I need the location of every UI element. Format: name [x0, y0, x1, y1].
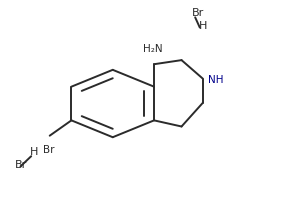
Text: NH: NH — [208, 74, 223, 84]
Text: Br: Br — [15, 159, 27, 169]
Text: Br: Br — [192, 8, 204, 18]
Text: H: H — [199, 21, 207, 31]
Text: Br: Br — [43, 144, 54, 154]
Text: H: H — [30, 146, 38, 156]
Text: H₂N: H₂N — [143, 44, 162, 54]
